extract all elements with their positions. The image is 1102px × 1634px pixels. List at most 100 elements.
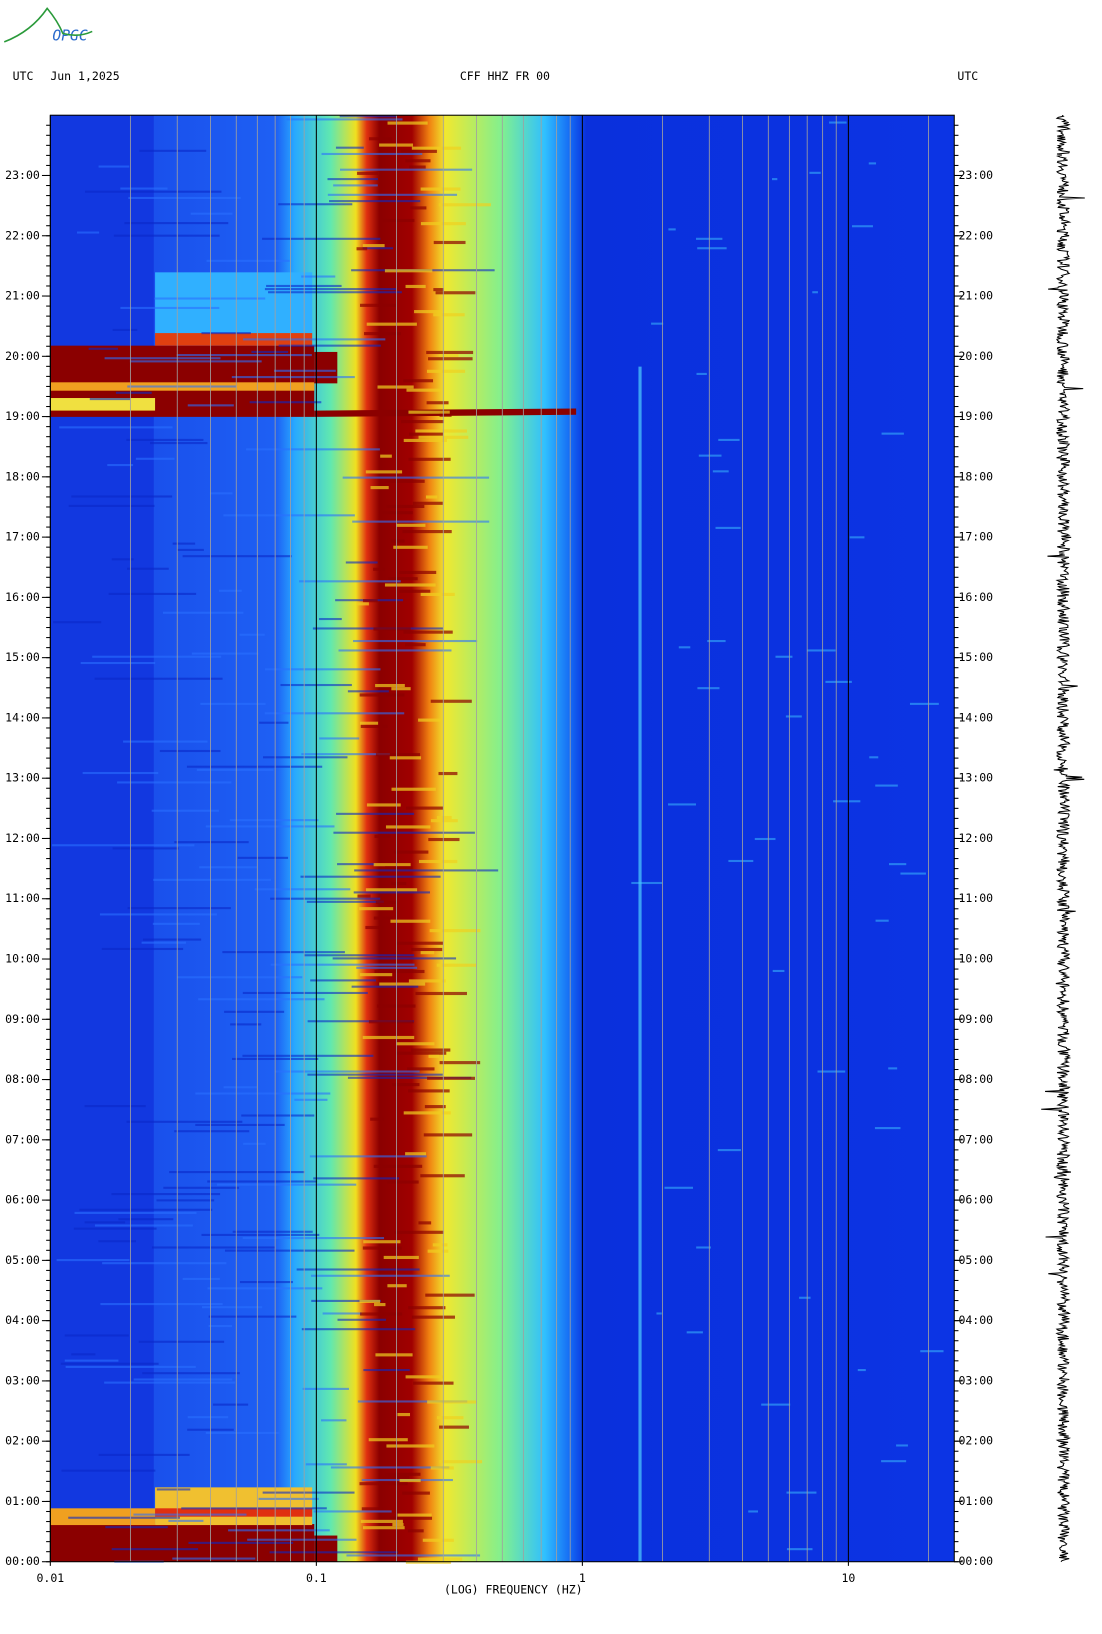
streak bbox=[409, 165, 426, 169]
streak bbox=[374, 834, 391, 838]
streak bbox=[339, 115, 397, 118]
streak bbox=[438, 771, 458, 776]
streak bbox=[301, 275, 336, 278]
streak bbox=[373, 916, 393, 920]
streak bbox=[200, 702, 266, 705]
streak bbox=[278, 344, 381, 347]
logo: OPGC bbox=[52, 28, 87, 45]
streak bbox=[353, 639, 478, 643]
streak bbox=[381, 218, 415, 223]
streak bbox=[439, 413, 452, 417]
y-tick-label: 16:00 bbox=[5, 590, 40, 604]
streak bbox=[420, 187, 461, 191]
streak bbox=[418, 1221, 432, 1225]
streak bbox=[286, 118, 403, 121]
streak bbox=[408, 432, 444, 436]
y-tick-label: 12:00 bbox=[5, 831, 40, 845]
y-tick-label: 05:00 bbox=[5, 1253, 40, 1267]
streak bbox=[414, 310, 442, 314]
streak bbox=[379, 982, 426, 986]
streak bbox=[362, 244, 385, 248]
streak bbox=[411, 947, 443, 952]
streak bbox=[354, 869, 499, 872]
streak bbox=[270, 963, 415, 966]
streak bbox=[305, 1463, 347, 1466]
streak bbox=[881, 1460, 907, 1463]
streak bbox=[168, 1519, 204, 1522]
streak bbox=[370, 486, 389, 490]
logo-swoosh bbox=[3, 7, 93, 43]
streak bbox=[251, 350, 289, 353]
streak bbox=[246, 448, 380, 451]
streak bbox=[71, 495, 173, 498]
y-tick-label: 21:00 bbox=[958, 289, 993, 303]
streak bbox=[430, 819, 458, 823]
streak bbox=[274, 369, 336, 372]
x-tick-label: 1 bbox=[579, 1571, 586, 1585]
y-tick-label: 02:00 bbox=[958, 1434, 993, 1448]
streak bbox=[74, 1211, 197, 1214]
streak bbox=[415, 991, 467, 996]
streak bbox=[718, 438, 740, 441]
y-tick-label: 03:00 bbox=[958, 1373, 993, 1387]
y-tick-label: 16:00 bbox=[958, 590, 993, 604]
streak bbox=[396, 1042, 435, 1046]
streak bbox=[383, 1255, 419, 1260]
streak bbox=[222, 951, 345, 954]
streak bbox=[888, 863, 907, 866]
streak bbox=[259, 721, 289, 724]
streak bbox=[219, 589, 242, 592]
streak bbox=[427, 1249, 449, 1253]
streak bbox=[430, 699, 472, 703]
streak bbox=[366, 322, 417, 326]
streak bbox=[275, 1070, 420, 1073]
streak bbox=[403, 1111, 451, 1115]
streak bbox=[425, 495, 438, 499]
streak bbox=[262, 237, 381, 240]
streak bbox=[359, 907, 394, 911]
streak bbox=[920, 1350, 944, 1353]
streak bbox=[405, 284, 426, 289]
streak bbox=[439, 1061, 481, 1065]
streak bbox=[84, 1221, 126, 1224]
y-tick-label: 07:00 bbox=[958, 1132, 993, 1146]
y-tick-label: 19:00 bbox=[958, 409, 993, 423]
streak bbox=[243, 338, 386, 341]
streak bbox=[201, 1233, 320, 1236]
streak bbox=[400, 149, 437, 153]
streak bbox=[115, 391, 152, 394]
streak bbox=[390, 539, 405, 543]
streak bbox=[428, 357, 473, 361]
streak bbox=[374, 1303, 386, 1307]
streak bbox=[128, 196, 241, 200]
streak bbox=[231, 376, 355, 379]
streak bbox=[306, 900, 384, 903]
streak bbox=[68, 1516, 180, 1519]
streak bbox=[120, 306, 220, 309]
streak bbox=[366, 803, 401, 807]
streak bbox=[195, 1123, 285, 1126]
streak bbox=[405, 806, 444, 810]
streak bbox=[436, 963, 477, 967]
streak bbox=[319, 737, 360, 740]
streak bbox=[313, 1177, 400, 1180]
streak bbox=[408, 410, 450, 414]
y-tick-label: 02:00 bbox=[5, 1434, 40, 1448]
streak bbox=[123, 740, 208, 743]
streak bbox=[399, 1478, 421, 1483]
streak bbox=[363, 599, 378, 603]
streak bbox=[415, 429, 467, 433]
streak bbox=[399, 589, 431, 593]
streak bbox=[651, 322, 664, 325]
streak bbox=[417, 1557, 463, 1561]
streak bbox=[92, 655, 222, 658]
streak bbox=[410, 206, 427, 210]
streak bbox=[177, 976, 303, 979]
streak bbox=[748, 1510, 758, 1513]
streak bbox=[408, 1089, 450, 1093]
streak bbox=[397, 1513, 432, 1517]
streak bbox=[875, 784, 898, 787]
streak bbox=[73, 1227, 157, 1230]
streak bbox=[327, 178, 379, 181]
streak bbox=[359, 303, 397, 307]
